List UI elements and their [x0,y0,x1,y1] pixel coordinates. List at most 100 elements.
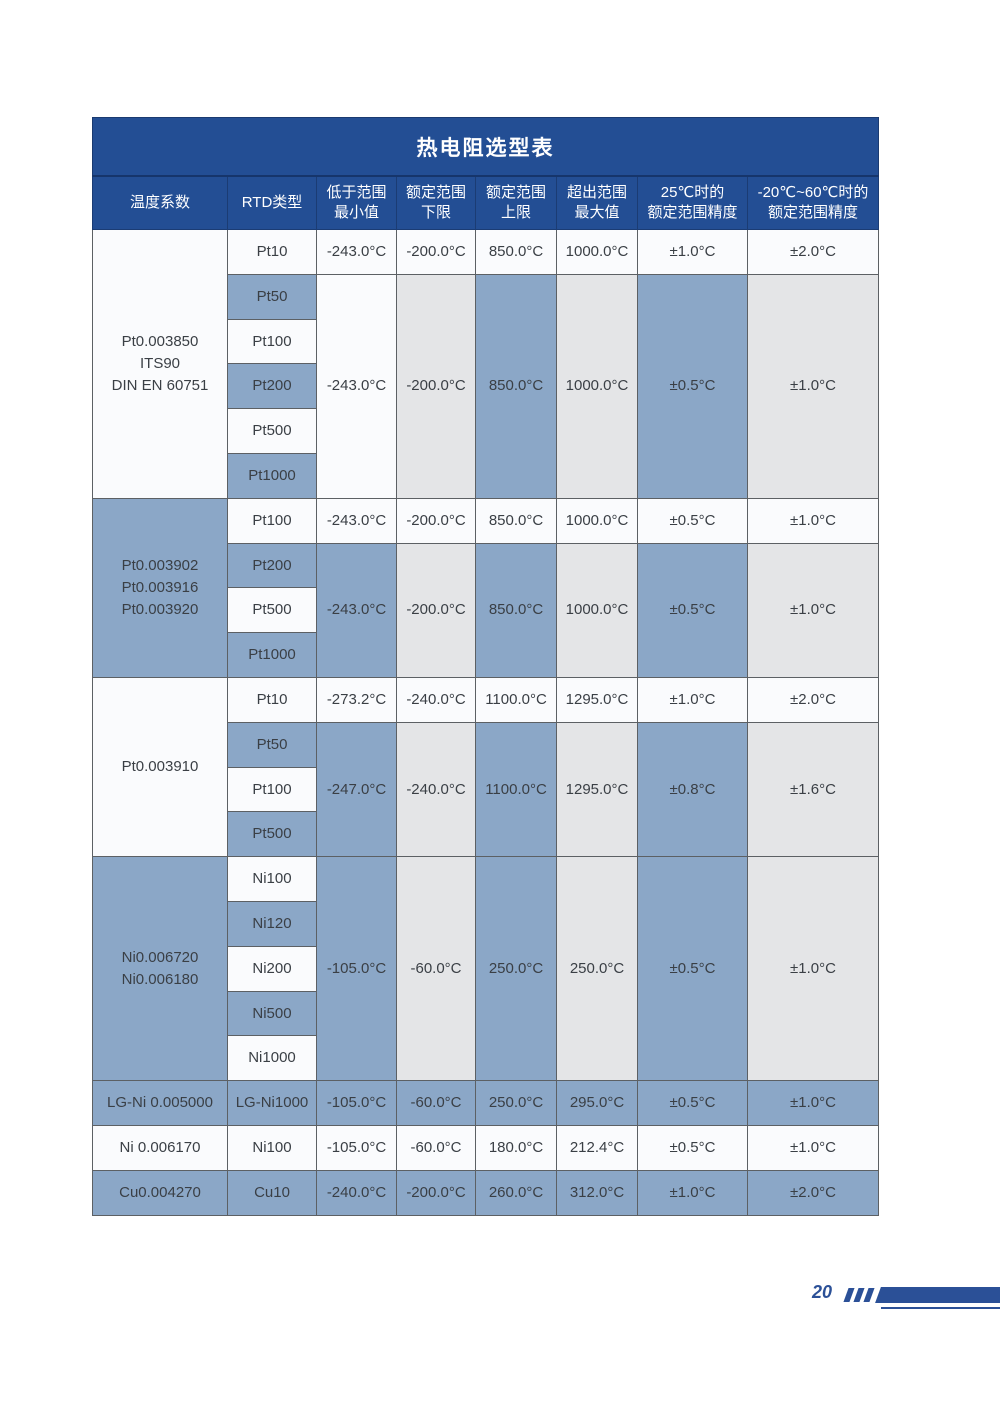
table-cell: Pt100 [227,318,317,365]
column-header-1: RTD类型 [227,175,317,230]
table-cell: Pt50 [227,273,317,320]
table-cell: 1295.0°C [556,721,638,858]
footer-bar [875,1287,1000,1303]
table-cell: -200.0°C [396,542,476,678]
table-cell: ±1.0°C [637,1169,748,1216]
table-cell: 1000.0°C [556,229,638,275]
table-cell: Pt100 [227,497,317,544]
table-row: Ni500 [93,990,879,1037]
footer-slashes-icon [843,1288,875,1302]
table-row: Pt200 -243.0°C -200.0°C 850.0°C 1000.0°C ±0.5… [93,542,879,678]
table-body: Pt0.003850 ITS90 DIN EN 60751 Pt10 -243.0°… [92,229,879,1216]
table-cell: 850.0°C [475,273,557,499]
table-cell: 295.0°C [556,1080,638,1126]
table-cell: ±1.0°C [637,229,748,275]
table-cell: -60.0°C [396,856,476,1082]
table-cell: Pt0.003910 [92,676,228,858]
table-cell: 1100.0°C [475,676,557,723]
table-row: Pt200 [93,363,879,410]
table-row: Pt100 [93,318,879,365]
table-cell: -243.0°C [316,273,397,499]
table-row: Ni 0.006170 Ni100 -105.0°C -60.0°C 180.0°C 21… [92,1124,879,1171]
table-cell: -60.0°C [396,1124,476,1171]
table-cell: Ni 0.006170 [92,1124,228,1171]
column-header-6: 25℃时的 额定范围精度 [637,175,748,230]
column-header-5: 超出范围 最大值 [556,175,638,230]
table-cell: Pt50 [227,721,317,768]
table-cell: ±1.0°C [637,676,748,723]
table-row: Pt500 [93,408,879,454]
table-cell: Ni0.006720 Ni0.006180 [92,856,228,1082]
table-cell: ±1.0°C [747,542,879,678]
table-cell: ±0.5°C [637,497,748,544]
column-header-0: 温度系数 [92,175,228,230]
table-cell: Pt100 [227,766,317,813]
table-cell: -200.0°C [396,229,476,275]
table-cell: -240.0°C [396,721,476,858]
table-cell: 850.0°C [475,542,557,678]
table-row: Pt50 -247.0°C -240.0°C 1100.0°C 1295.0°C ±0.8… [93,721,879,858]
table-cell: Pt500 [227,587,317,634]
table-cell: -200.0°C [396,497,476,544]
table-cell: Ni1000 [227,1035,317,1082]
footer-underline [881,1307,1000,1309]
table-cell: -273.2°C [316,676,397,723]
table-cell: -105.0°C [316,1080,397,1126]
rtd-table: 热电阻选型表 温度系数 RTD类型 低于范围 最小值 额定范围 下限 额定范围 上限 超出… [92,117,879,1216]
column-header-7: -20℃~60℃时的 额定范围精度 [747,175,879,230]
table-cell: ±2.0°C [747,229,879,275]
table-cell: ±0.5°C [637,856,748,1082]
table-cell: -243.0°C [316,497,397,544]
table-cell: Cu0.004270 [92,1169,228,1216]
rtd-selection-table: 热电阻选型表 温度系数 RTD类型 低于范围 最小值 额定范围 下限 额定范围 上限 超出… [92,117,879,1216]
table-cell: -243.0°C [316,542,397,678]
table-cell: LG-Ni1000 [227,1080,317,1126]
table-cell: Pt0.003902 Pt0.003916 Pt0.003920 [92,497,228,678]
table-cell: ±0.8°C [637,721,748,858]
column-header-4: 额定范围 上限 [475,175,557,230]
title-row: 热电阻选型表 [92,117,879,177]
table-row: LG-Ni 0.005000 LG-Ni1000 -105.0°C -60.0°C 25… [92,1080,879,1126]
table-cell: -200.0°C [396,1169,476,1216]
table-row: Pt1000 [93,452,879,499]
table-row: Pt0.003910 Pt10 -273.2°C -240.0°C 1100.0°C 12… [92,676,879,858]
table-cell: Pt500 [227,408,317,454]
header-row: 温度系数 RTD类型 低于范围 最小值 额定范围 下限 额定范围 上限 超出范围 最大值 2… [92,175,879,230]
table-row: Pt500 [93,587,879,634]
table-cell: 312.0°C [556,1169,638,1216]
table-cell: Pt0.003850 ITS90 DIN EN 60751 [92,229,228,499]
table-cell: Ni120 [227,900,317,947]
table-cell: -105.0°C [316,856,397,1082]
table-cell: Ni500 [227,990,317,1037]
table-cell: ±0.5°C [637,542,748,678]
table-cell: ±1.0°C [747,1080,879,1126]
table-cell: Pt200 [227,542,317,589]
table-cell: 850.0°C [475,229,557,275]
table-row: Ni120 [93,900,879,947]
table-row: Ni200 [93,945,879,992]
table-row: Pt0.003850 ITS90 DIN EN 60751 Pt10 -243.0°… [92,229,879,499]
table-cell: 1100.0°C [475,721,557,858]
table-cell: ±0.5°C [637,1124,748,1171]
table-cell: -247.0°C [316,721,397,858]
table-cell: 850.0°C [475,497,557,544]
table-cell: 1000.0°C [556,497,638,544]
table-cell: ±1.0°C [747,497,879,544]
table-cell: 212.4°C [556,1124,638,1171]
table-cell: 250.0°C [556,856,638,1082]
table-cell: Pt10 [227,676,317,723]
table-cell: ±2.0°C [747,676,879,723]
table-cell: Pt1000 [227,632,317,678]
table-cell: -240.0°C [316,1169,397,1216]
table-cell: -240.0°C [396,676,476,723]
table-title: 热电阻选型表 [92,117,879,177]
table-row: Pt50 -243.0°C -200.0°C 850.0°C 1000.0°C ±0.5°… [93,273,879,499]
column-header-3: 额定范围 下限 [396,175,476,230]
table-cell: ±1.0°C [747,1124,879,1171]
table-row: Pt500 [93,811,879,858]
table-cell: Ni100 [227,1124,317,1171]
table-cell: ±1.6°C [747,721,879,858]
table-row: Ni0.006720 Ni0.006180 Ni100 -105.0°C -60.0°… [92,856,879,1082]
table-cell: Pt500 [227,811,317,858]
table-cell: 250.0°C [475,856,557,1082]
